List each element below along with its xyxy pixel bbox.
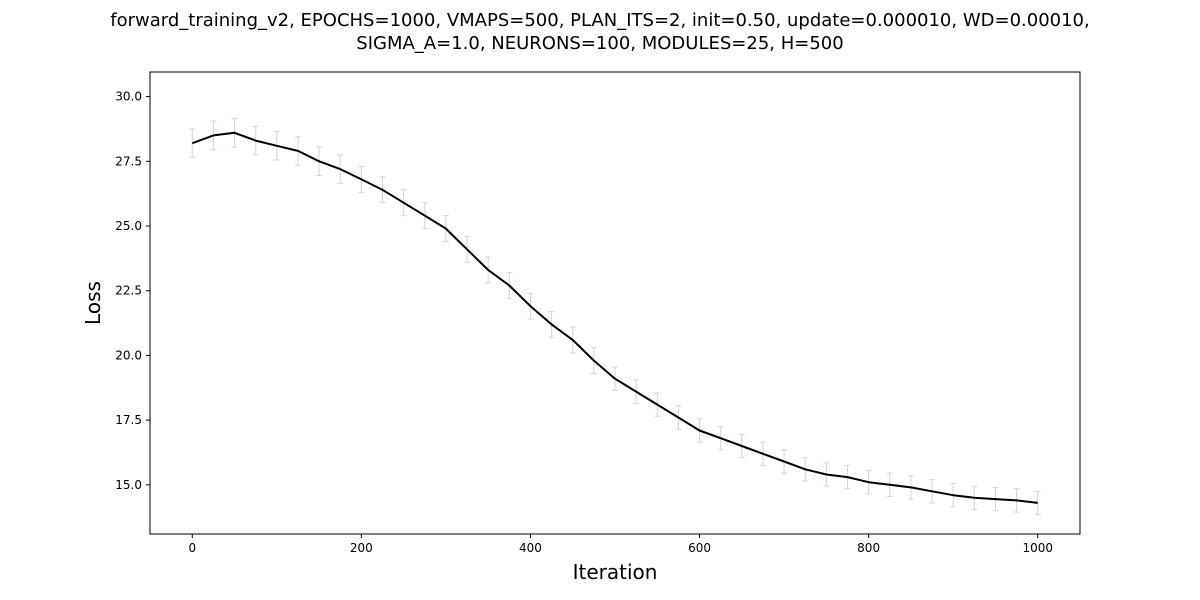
y-tick-label: 30.0 <box>115 90 142 104</box>
y-axis-label: Loss <box>81 281 105 325</box>
x-tick-label: 800 <box>857 541 880 555</box>
loss-line <box>191 131 1038 504</box>
x-tick-label: 400 <box>519 541 542 555</box>
y-tick-label: 22.5 <box>115 284 142 298</box>
y-axis-ticks: 15.0 17.5 20.0 22.5 25.0 27.5 30.0 <box>115 90 150 492</box>
chart-title-line-2: SIGMA_A=1.0, NEURONS=100, MODULES=25, H=… <box>356 33 844 54</box>
error-bars <box>189 118 1041 516</box>
x-tick-label: 200 <box>350 541 373 555</box>
x-axis-label: Iteration <box>573 560 658 584</box>
x-tick-label: 600 <box>688 541 711 555</box>
y-tick-label: 17.5 <box>115 413 142 427</box>
x-axis-ticks: 0 200 400 600 800 1000 <box>188 534 1053 555</box>
loss-line-layer <box>191 131 1038 504</box>
y-tick-label: 20.0 <box>115 348 142 362</box>
y-tick-label: 27.5 <box>115 154 142 168</box>
y-tick-label: 25.0 <box>115 219 142 233</box>
chart-title-line-1: forward_training_v2, EPOCHS=1000, VMAPS=… <box>110 10 1090 31</box>
plot-frame <box>149 71 1081 535</box>
x-tick-label: 0 <box>188 541 196 555</box>
y-tick-label: 15.0 <box>115 478 142 492</box>
x-tick-label: 1000 <box>1022 541 1053 555</box>
